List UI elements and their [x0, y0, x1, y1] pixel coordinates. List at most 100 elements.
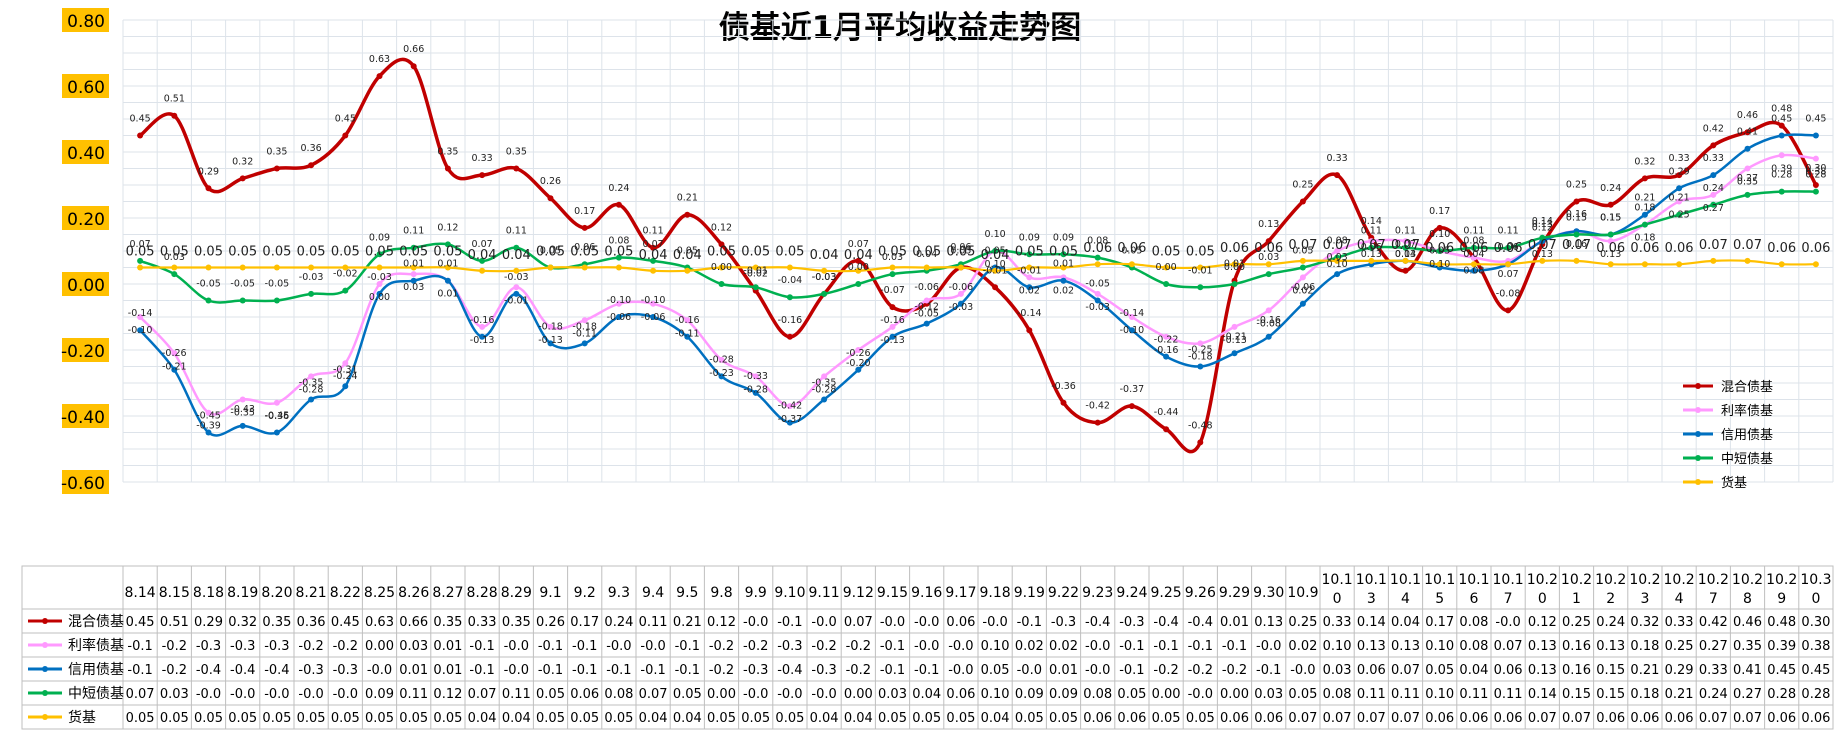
- data-point: [1505, 244, 1512, 251]
- data-label: 0.01: [403, 259, 424, 270]
- table-cell: 0.46: [1733, 615, 1762, 630]
- data-label: 0.12: [437, 222, 458, 233]
- data-point: [1163, 333, 1170, 340]
- data-label: 0.18: [1634, 233, 1655, 244]
- y-tick-highlight: [62, 140, 109, 164]
- series-lines: [137, 57, 1819, 454]
- data-point: [1197, 340, 1204, 347]
- data-label: 0.05: [985, 246, 1006, 257]
- data-label: -0.45: [265, 411, 290, 422]
- table-cell: -0.2: [743, 639, 768, 654]
- data-label: 0.03: [1327, 252, 1348, 263]
- data-label: 0.05: [365, 245, 394, 260]
- data-point: [957, 300, 964, 307]
- data-point: [376, 290, 383, 297]
- data-label: -0.05: [265, 279, 290, 290]
- table-cell: 0.04: [912, 687, 941, 702]
- data-point: [342, 360, 349, 367]
- data-label: -0.42: [778, 401, 803, 412]
- data-label: -0.10: [128, 325, 153, 336]
- data-point: [239, 175, 246, 182]
- table-cell: 0.25: [1288, 615, 1317, 630]
- table-cell: 0.05: [1117, 687, 1146, 702]
- data-point: [513, 284, 520, 291]
- category-label: 8.20: [261, 585, 292, 601]
- table-cell: 0.15: [1596, 687, 1625, 702]
- data-point: [957, 290, 964, 297]
- data-label: 0.05: [946, 245, 975, 260]
- data-point: [479, 323, 486, 330]
- data-point: [205, 409, 212, 416]
- data-label: 0.05: [540, 246, 561, 257]
- data-point: [444, 165, 451, 172]
- data-label: -0.06: [914, 282, 939, 293]
- table-cell: 0.05: [126, 711, 155, 726]
- data-label: 0.06: [1801, 241, 1830, 256]
- data-point: [1778, 122, 1785, 129]
- data-point: [923, 320, 930, 327]
- category-label: 10.2: [1766, 572, 1797, 588]
- data-label: -0.18: [538, 321, 563, 332]
- table-cell: 0.08: [1459, 639, 1488, 654]
- data-label: 0.06: [950, 242, 971, 253]
- data-point: [1607, 261, 1614, 268]
- table-cell: -0.2: [1222, 663, 1247, 678]
- data-label: 0.04: [844, 248, 873, 263]
- data-label: -0.03: [812, 272, 837, 283]
- data-label: -0.07: [880, 285, 905, 296]
- data-point: [479, 172, 486, 179]
- data-point: [889, 333, 896, 340]
- data-point: [1197, 264, 1204, 271]
- data-label: -0.31: [333, 364, 358, 375]
- data-label: 0.42: [1703, 123, 1724, 134]
- data-point: [1265, 307, 1272, 314]
- table-cell: -0.0: [777, 687, 802, 702]
- data-point: [1676, 172, 1683, 179]
- data-label: -0.01: [743, 265, 768, 276]
- data-label: -0.35: [299, 378, 324, 389]
- data-point: [479, 267, 486, 274]
- data-label: 0.24: [608, 183, 629, 194]
- data-point: [1265, 271, 1272, 278]
- data-label: 0.41: [1737, 127, 1758, 138]
- data-label: 0.04: [1463, 249, 1484, 260]
- data-point: [1128, 327, 1135, 334]
- data-point: [308, 264, 315, 271]
- data-point: [273, 165, 280, 172]
- data-point: [376, 281, 383, 287]
- category-label: 8.28: [467, 585, 498, 601]
- table-cell: 0.04: [1391, 615, 1420, 630]
- category-label: 8.19: [227, 585, 258, 601]
- table-cell: 0.07: [468, 687, 497, 702]
- data-point: [239, 297, 246, 304]
- table-cell: -0.3: [1119, 615, 1144, 630]
- table-cell: 0.01: [433, 663, 462, 678]
- table-cell: -0.1: [572, 663, 597, 678]
- data-point: [239, 396, 246, 403]
- table-cell: -0.4: [777, 663, 802, 678]
- table-cell: -0.0: [367, 663, 392, 678]
- data-label: 0.25: [1292, 180, 1313, 191]
- data-label: 0.33: [1327, 153, 1348, 164]
- data-label: 0.38: [1805, 167, 1826, 178]
- data-label: 0.06: [1254, 241, 1283, 256]
- category-label: 1: [1572, 591, 1581, 607]
- legend-entry: 利率债基: [1721, 403, 1773, 419]
- table-cell: 0.07: [1562, 711, 1591, 726]
- category-label: 9.9: [745, 585, 767, 601]
- table-cell: 0.28: [1801, 687, 1830, 702]
- data-point: [718, 281, 725, 287]
- table-cell: 0.07: [1288, 711, 1317, 726]
- data-label: -0.08: [1496, 288, 1521, 299]
- data-label: -0.12: [914, 302, 939, 313]
- table-cell: 0.06: [1117, 711, 1146, 726]
- legend-marker: [1695, 431, 1701, 437]
- category-label: 10.1: [1458, 572, 1489, 588]
- table-cell: -0.1: [1188, 639, 1213, 654]
- data-point: [1402, 238, 1409, 245]
- data-point: [1641, 261, 1648, 268]
- table-cell: -0.0: [1085, 639, 1110, 654]
- data-point: [786, 403, 793, 410]
- y-tick-label: 0.20: [67, 210, 105, 230]
- data-point: [752, 284, 759, 291]
